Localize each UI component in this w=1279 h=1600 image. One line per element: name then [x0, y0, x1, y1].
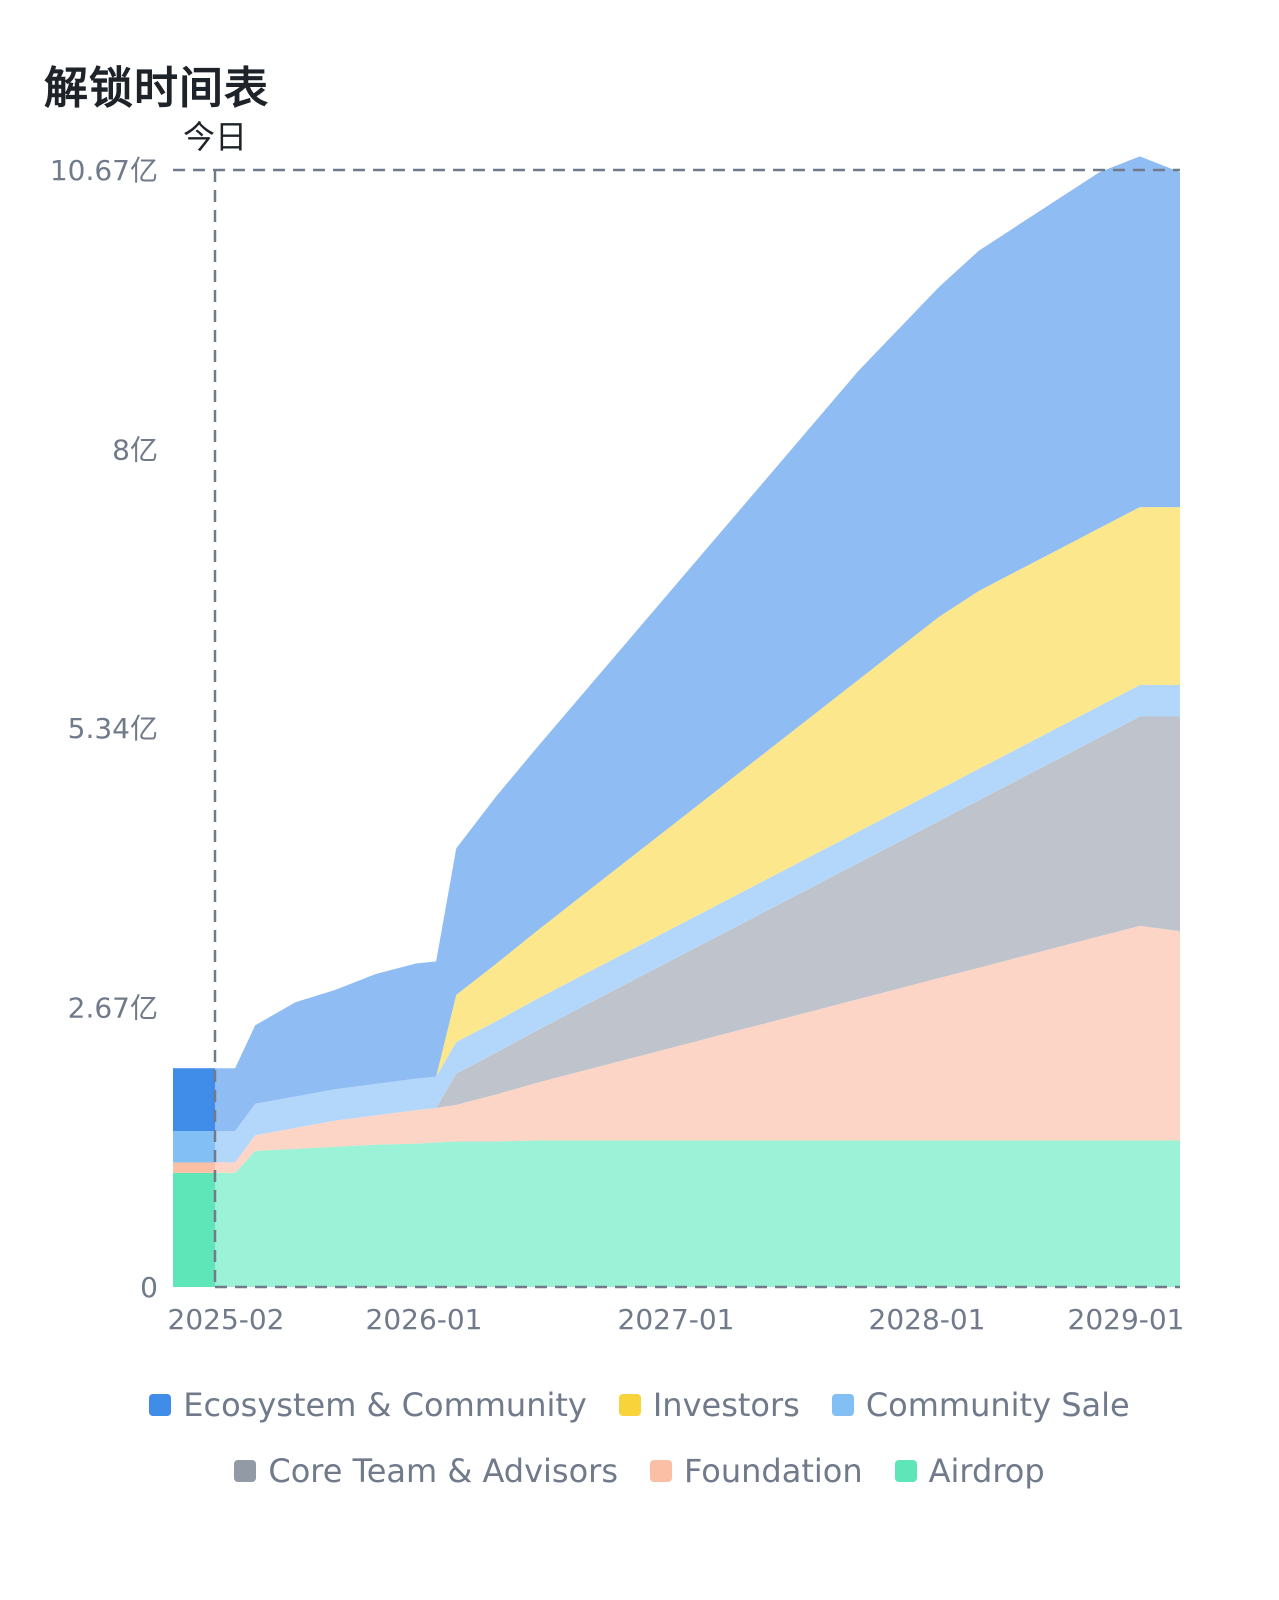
legend-label: Community Sale — [865, 1386, 1130, 1424]
area-community-sale — [215, 685, 1180, 1163]
legend-label: Investors — [652, 1386, 800, 1424]
x-tick-label: 2025-02 — [168, 1303, 285, 1336]
area-series-group — [215, 156, 1180, 1287]
y-tick-label: 0 — [140, 1271, 158, 1304]
legend-label: Foundation — [684, 1452, 863, 1490]
today-bar-airdrop — [173, 1172, 215, 1287]
page-title: 解锁时间表 — [44, 63, 269, 114]
legend-swatch — [894, 1460, 917, 1482]
today-bar — [173, 1068, 215, 1287]
legend-label: Airdrop — [928, 1452, 1045, 1490]
legend-swatch — [618, 1394, 641, 1416]
legend-item[interactable]: Airdrop — [894, 1452, 1045, 1490]
area-core-team-advisors — [215, 716, 1180, 1163]
legend-item[interactable]: Investors — [618, 1386, 800, 1424]
unlock-schedule-chart: 0 2.67亿 5.34亿 8亿 10.67亿 2025-02 2026-01 2027-0… — [50, 118, 1185, 1336]
legend-row-2: Core Team & Advisors Foundation Airdrop — [0, 1451, 1279, 1491]
area-airdrop — [215, 1140, 1180, 1287]
legend-item[interactable]: Community Sale — [831, 1386, 1130, 1424]
today-label: 今日 — [183, 118, 247, 156]
legend-swatch — [234, 1460, 257, 1482]
x-tick-label: 2026-01 — [366, 1303, 483, 1336]
legend-item[interactable]: Core Team & Advisors — [234, 1452, 618, 1490]
legend-item[interactable]: Ecosystem & Community — [149, 1386, 587, 1424]
legend-swatch — [831, 1394, 854, 1416]
area-ecosystem-community — [215, 156, 1180, 1132]
x-tick-label: 2028-01 — [869, 1303, 986, 1336]
y-tick-label: 5.34亿 — [68, 712, 158, 745]
y-tick-label: 10.67亿 — [50, 154, 158, 187]
legend-row-1: Ecosystem & Community Investors Community … — [0, 1385, 1279, 1425]
y-tick-label: 2.67亿 — [68, 991, 158, 1024]
legend-swatch — [650, 1460, 672, 1482]
x-tick-label: 2029-01 — [1068, 1303, 1185, 1336]
legend-label: Core Team & Advisors — [268, 1452, 618, 1490]
legend: Ecosystem & Community Investors Community … — [0, 1385, 1279, 1517]
y-tick-label: 8亿 — [112, 434, 158, 467]
y-axis: 0 2.67亿 5.34亿 8亿 10.67亿 — [50, 154, 158, 1304]
legend-swatch — [149, 1394, 172, 1416]
legend-label: Ecosystem & Community — [183, 1386, 587, 1424]
area-investors — [215, 507, 1180, 1132]
today-bar-ecosystem-community — [173, 1068, 215, 1132]
today-bar-community-sale — [173, 1131, 215, 1163]
area-foundation — [215, 925, 1180, 1173]
reference-lines — [173, 168, 1180, 1289]
today-bar-foundation — [173, 1162, 215, 1173]
x-tick-label: 2027-01 — [618, 1303, 735, 1336]
x-axis: 2025-02 2026-01 2027-01 2028-01 2029-01 — [168, 1303, 1185, 1336]
legend-item[interactable]: Foundation — [650, 1452, 863, 1490]
